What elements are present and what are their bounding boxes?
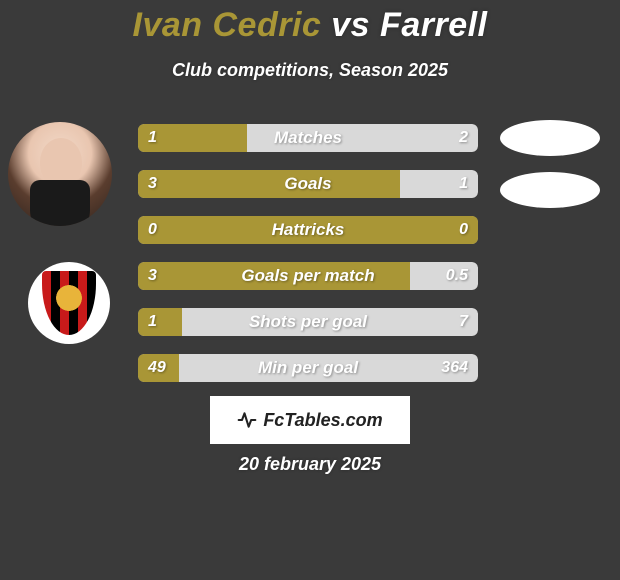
stat-rows: 12Matches 31Goals 00Hattricks 30.5Goals per… — [138, 124, 478, 400]
stat-label: Shots per goal — [138, 308, 478, 336]
date-text: 20 february 2025 — [0, 454, 620, 475]
vs-text: vs — [331, 6, 370, 44]
stat-row: 31Goals — [138, 170, 478, 198]
branding-text: FcTables.com — [263, 410, 382, 431]
stat-row: 49364Min per goal — [138, 354, 478, 382]
page-title: Ivan Cedric vs Farrell — [0, 6, 620, 45]
stat-label: Min per goal — [138, 354, 478, 382]
pulse-icon — [237, 410, 257, 430]
shield-icon — [42, 271, 96, 335]
subtitle: Club competitions, Season 2025 — [0, 60, 620, 81]
player-a-club-badge — [28, 262, 110, 344]
player-b-name: Farrell — [380, 6, 487, 44]
stat-row: 12Matches — [138, 124, 478, 152]
player-a-name: Ivan Cedric — [133, 6, 322, 44]
comparison-infographic: Ivan Cedric vs Farrell Club competitions… — [0, 0, 620, 580]
player-a-avatar — [8, 122, 112, 226]
player-b-club-placeholder — [500, 172, 600, 208]
stat-row: 30.5Goals per match — [138, 262, 478, 290]
branding: FcTables.com — [210, 396, 410, 444]
stat-label: Matches — [138, 124, 478, 152]
stat-label: Hattricks — [138, 216, 478, 244]
stat-label: Goals — [138, 170, 478, 198]
stat-row: 00Hattricks — [138, 216, 478, 244]
player-b-avatar-placeholder — [500, 120, 600, 156]
stat-label: Goals per match — [138, 262, 478, 290]
stat-row: 17Shots per goal — [138, 308, 478, 336]
